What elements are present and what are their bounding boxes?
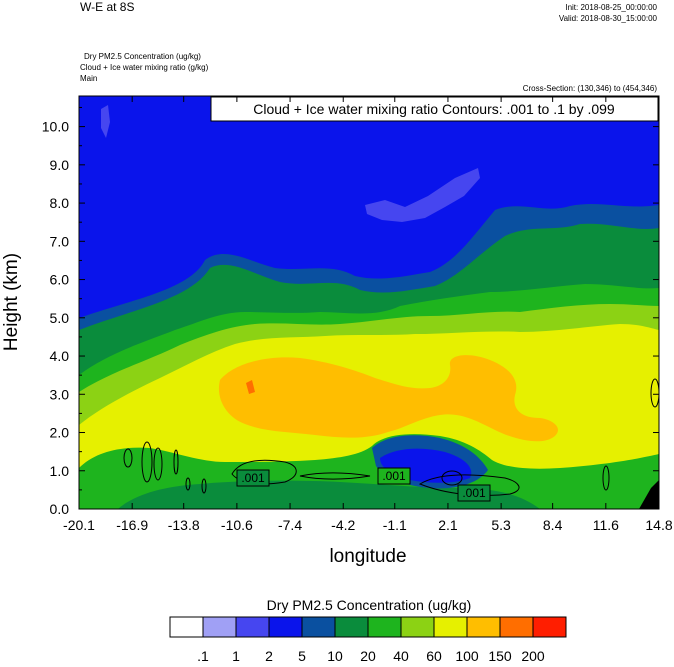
y-tick-label: 6.0 [50, 272, 70, 288]
contour-line [153, 447, 163, 481]
contour-label-box [377, 467, 411, 485]
contour-label-text: .001 [462, 486, 486, 500]
colorbar-label: 150 [488, 648, 512, 664]
colorbar-swatch [235, 616, 270, 638]
field-level-2-5-patch-small [101, 105, 110, 138]
colorbar-label: 5 [298, 648, 306, 664]
y-tick-label: 1.0 [50, 463, 70, 479]
valid-time: Valid: 2018-08-30_15:00:00 [559, 14, 658, 23]
x-tick-label: -4.2 [331, 517, 355, 533]
field-level-2-5-patch [365, 168, 480, 222]
y-tick-label: 8.0 [50, 195, 70, 211]
colorbar-swatch [499, 616, 534, 638]
contour-label-box [457, 484, 491, 502]
y-tick-label: 10.0 [42, 119, 69, 135]
colorbar-label: .1 [197, 648, 209, 664]
terrain-mask [639, 480, 659, 509]
colorbar-label: 200 [521, 648, 545, 664]
y-axis: 0.0 1.0 2.0 3.0 4.0 5.0 6.0 7.0 8.0 9.0 10.0 [42, 106, 659, 517]
y-axis-label: Height (km) [1, 253, 22, 351]
cross-section-label: Cross-Section: (130,346) to (454,346) [523, 84, 658, 93]
contour-line [299, 472, 371, 480]
colorbar-swatch [466, 616, 501, 638]
x-tick-label: -10.6 [221, 517, 253, 533]
contour-label-box [236, 469, 270, 487]
colorbar-swatch [400, 616, 435, 638]
field-level-200-plus [246, 380, 255, 394]
colorbar-title: Dry PM2.5 Concentration (ug/kg) [267, 597, 472, 613]
contour-info: Cloud + Ice water mixing ratio Contours:… [253, 101, 615, 117]
x-tick-label: 11.6 [593, 517, 619, 533]
x-tick-label: -16.9 [116, 517, 148, 533]
x-tick-label: -13.8 [168, 517, 200, 533]
contour-line [602, 465, 610, 491]
contour-line [141, 441, 153, 483]
y-tick-label: 7.0 [50, 233, 70, 249]
contour-info-box [210, 96, 659, 122]
colorbar-swatch [268, 616, 303, 638]
pm25-filled-field [79, 96, 659, 509]
field-level-150-200 [218, 355, 559, 442]
y-tick-label: 2.0 [50, 425, 70, 441]
colorbar-swatch [532, 616, 567, 638]
contour-line [201, 478, 207, 494]
colorbar-swatch [433, 616, 468, 638]
contour-labels: .001 .001 .001 [236, 467, 491, 502]
field-label-pm25: Dry PM2.5 Concentration (ug/kg) [84, 52, 201, 61]
colorbar-label: 40 [393, 648, 409, 664]
contour-line [441, 470, 463, 486]
x-tick-label: -1.1 [383, 517, 407, 533]
contour-line [650, 378, 659, 408]
y-tick-label: 9.0 [50, 157, 70, 173]
x-tick-label: -7.4 [278, 517, 302, 533]
contour-label-text: .001 [241, 471, 265, 485]
y-tick-label: 5.0 [50, 310, 70, 326]
colorbar-swatch [367, 616, 402, 638]
colorbar-label: 2 [265, 648, 273, 664]
colorbar-swatch [301, 616, 336, 638]
y-tick-label: 4.0 [50, 348, 70, 364]
y-tick-label: 0.0 [50, 501, 70, 517]
field-label-main: Main [80, 74, 97, 83]
colorbar-label: 20 [360, 648, 376, 664]
field-label-cloud: Cloud + Ice water mixing ratio (g/kg) [80, 63, 209, 72]
x-axis: -20.1 -16.9 -13.8 -10.6 -7.4 -4.2 -1.1 2.1 5.3 8.… [63, 96, 673, 533]
x-tick-label: 5.3 [491, 517, 511, 533]
x-axis-label: longitude [329, 546, 406, 567]
colorbar-swatch [334, 616, 369, 638]
colorbar: .1 1 2 5 10 20 40 60 100 150 200 [169, 616, 567, 664]
x-tick-label: -20.1 [63, 517, 95, 533]
y-tick-label: 3.0 [50, 386, 70, 402]
chart-title: W-E at 8S [80, 0, 134, 14]
colorbar-swatch [202, 616, 237, 638]
colorbar-label: 10 [327, 648, 343, 664]
colorbar-label: 1 [232, 648, 240, 664]
x-tick-label: 14.8 [645, 517, 672, 533]
contour-line [185, 477, 191, 491]
contour-line [173, 449, 179, 475]
colorbar-swatch [169, 616, 204, 638]
init-time: Init: 2018-08-25_00:00:00 [565, 3, 657, 12]
plot-frame [78, 95, 660, 510]
colorbar-label: 60 [426, 648, 442, 664]
contour-label-text: .001 [382, 469, 406, 483]
x-tick-label: 8.4 [543, 517, 563, 533]
x-tick-label: 2.1 [438, 517, 458, 533]
contour-line [123, 448, 133, 468]
colorbar-label: 100 [455, 648, 479, 664]
